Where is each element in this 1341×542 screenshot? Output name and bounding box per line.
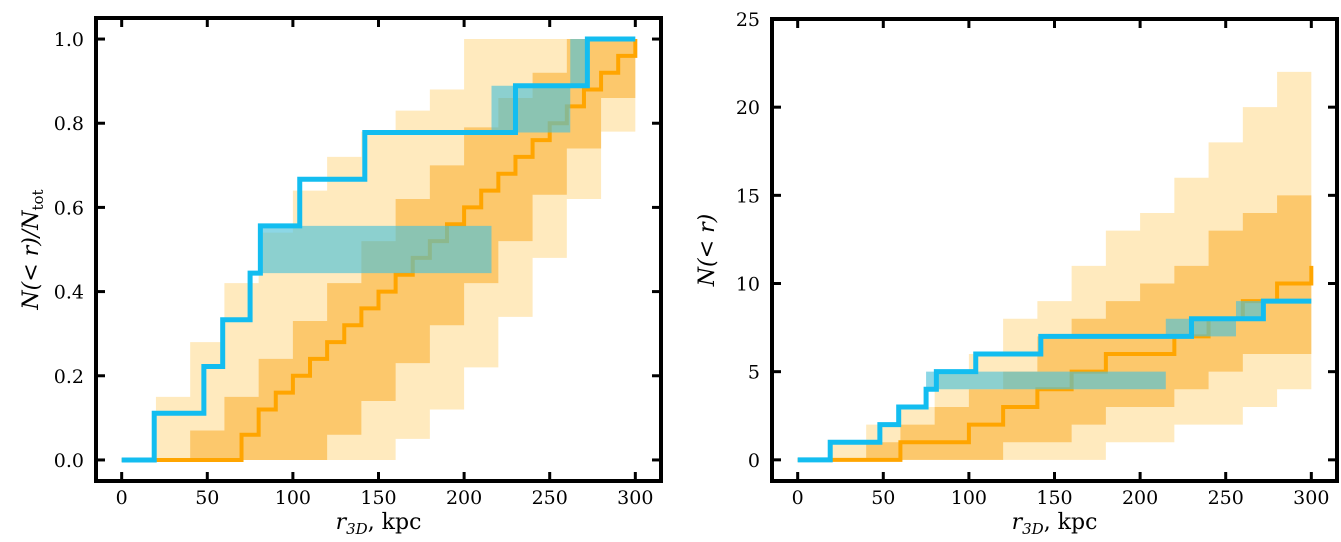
observed-line (797, 298, 1312, 463)
x-tick-label: 100 (275, 487, 311, 509)
y-tick-label: 0 (748, 450, 760, 472)
y-axis-label: N(< r)/Ntot (19, 189, 47, 310)
x-tick-label: 50 (871, 487, 895, 509)
x-axis-label: r3D, kpc (336, 510, 422, 538)
x-tick-label: 100 (951, 487, 987, 509)
y-tick-label: 20 (736, 97, 760, 119)
y-tick-label: 1.0 (54, 29, 84, 51)
y-tick-label: 0.4 (54, 282, 84, 304)
plot-area (797, 36, 1314, 463)
y-tick-label: 0.6 (54, 197, 84, 219)
y-tick-label: 10 (736, 274, 760, 296)
x-tick-label: 250 (1208, 487, 1244, 509)
x-tick-label: 50 (195, 487, 219, 509)
plot-area (121, 36, 638, 463)
y-tick-label: 25 (736, 9, 760, 31)
y-tick-label: 15 (736, 185, 760, 207)
x-tick-label: 200 (446, 487, 482, 509)
x-tick-label: 0 (116, 487, 128, 509)
x-tick-label: 0 (792, 487, 804, 509)
x-tick-label: 300 (617, 487, 653, 509)
y-tick-label: 0.2 (54, 366, 84, 388)
x-tick-label: 150 (1036, 487, 1072, 509)
y-tick-label: 5 (748, 362, 760, 384)
chart-1: 0 50 100 150 200 250 300 0.0 0.2 0.4 0.6 0.8 1.0 r3D,… (19, 16, 663, 538)
observed-line (121, 36, 636, 463)
chart-2: 0 50 100 150 200 250 300 0 5 10 15 20 25 r3D, kpc N(< … (695, 9, 1339, 538)
x-tick-label: 250 (532, 487, 568, 509)
y-tick-label: 0.0 (54, 450, 84, 472)
observed-band (258, 39, 588, 274)
x-tick-label: 300 (1293, 487, 1329, 509)
x-tick-label: 200 (1122, 487, 1158, 509)
x-tick-label: 150 (360, 487, 396, 509)
dark-band (797, 160, 1312, 460)
x-axis-label: r3D, kpc (1012, 510, 1098, 538)
observed-band (926, 301, 1264, 390)
y-axis-label: N(< r) (695, 214, 720, 287)
y-tick-label: 0.8 (54, 113, 84, 135)
